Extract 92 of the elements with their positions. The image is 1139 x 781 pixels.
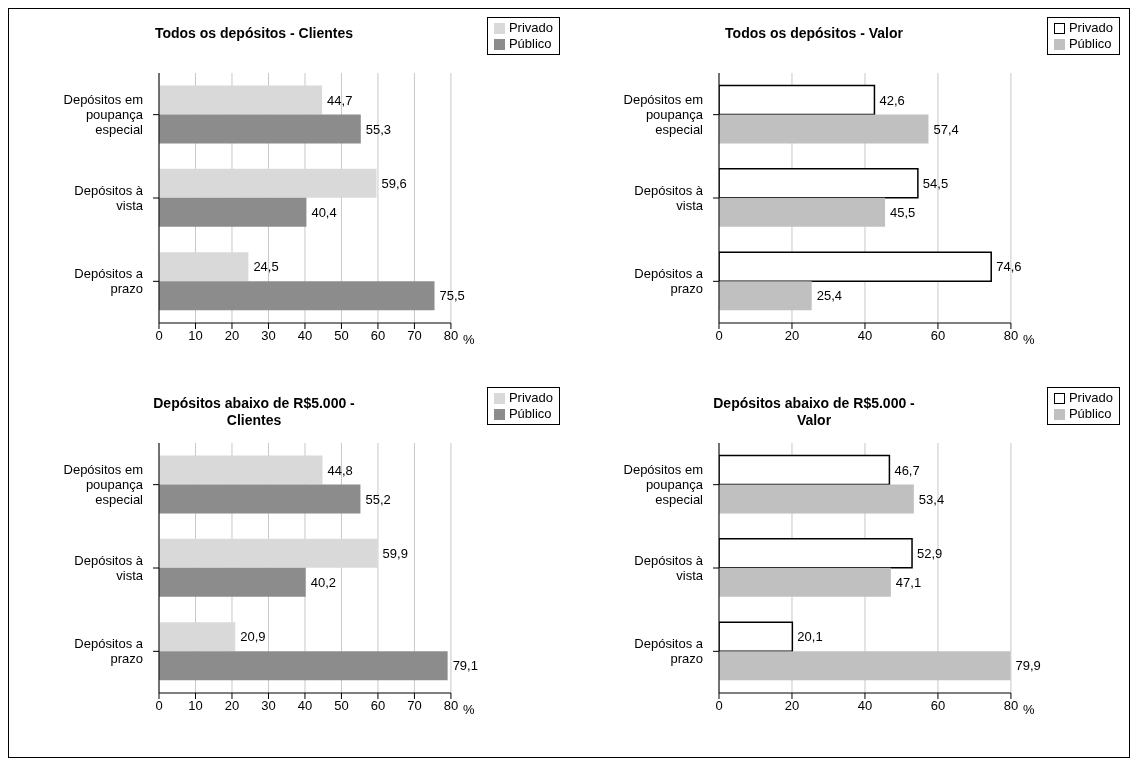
data-label: 79,9	[1015, 658, 1041, 674]
x-tick-label: 80	[1003, 328, 1019, 344]
data-label: 79,1	[452, 658, 478, 674]
y-tick-label: Depósitos em poupança especial	[623, 461, 704, 507]
data-label: 44,7	[327, 92, 353, 108]
y-tick-label: Depósitos a prazo	[634, 265, 704, 296]
data-label: 59,9	[382, 545, 408, 561]
bar	[159, 567, 306, 597]
x-tick-label: 80	[1003, 698, 1019, 714]
bar	[159, 281, 435, 311]
chart-title: Todos os depósitos - Clientes	[153, 25, 355, 42]
legend-label: Público	[1068, 406, 1112, 422]
data-label: 52,9	[917, 545, 943, 561]
x-tick-label: 10	[188, 698, 203, 714]
legend-label: Público	[508, 406, 552, 422]
bar	[159, 252, 249, 282]
x-tick-label: 50	[334, 328, 349, 344]
x-tick-label: 30	[261, 698, 276, 714]
bar	[159, 651, 448, 681]
data-label: 74,6	[996, 259, 1022, 275]
y-tick-label: Depósitos à vista	[634, 552, 704, 583]
y-tick-label: Depósitos à vista	[634, 182, 704, 213]
data-label: 75,5	[439, 288, 465, 304]
chart-title: Depósitos abaixo de R$5.000 - Clientes	[152, 395, 356, 429]
bar	[159, 538, 378, 568]
data-label: 54,5	[922, 175, 949, 191]
legend-label: Privado	[1068, 390, 1113, 406]
bar	[159, 197, 307, 227]
x-tick-label: 60	[370, 328, 386, 344]
data-label: 44,8	[327, 462, 353, 478]
data-label: 53,4	[918, 491, 945, 507]
data-label: 55,3	[365, 121, 392, 137]
x-tick-label: 40	[297, 328, 313, 344]
data-label: 59,6	[381, 175, 407, 191]
x-tick-label: 60	[930, 328, 946, 344]
x-axis-title: %	[1022, 701, 1035, 717]
y-tick-label: Depósitos em poupança especial	[623, 91, 704, 137]
data-label: 40,2	[310, 574, 336, 590]
bar	[159, 168, 377, 198]
y-tick-label: Depósitos a prazo	[74, 265, 144, 296]
x-tick-label: 60	[930, 698, 946, 714]
legend-label: Privado	[1068, 20, 1113, 36]
x-tick-label: 30	[261, 328, 276, 344]
x-tick-label: 20	[224, 328, 240, 344]
bar	[159, 622, 236, 652]
x-tick-label: 20	[224, 698, 240, 714]
data-label: 42,6	[879, 92, 905, 108]
x-tick-label: 0	[715, 698, 723, 714]
data-label: 57,4	[933, 121, 959, 137]
y-tick-label: Depósitos a prazo	[634, 635, 704, 666]
x-tick-label: 70	[407, 698, 422, 714]
bar	[159, 114, 361, 144]
x-tick-label: 80	[443, 328, 459, 344]
x-axis-title: %	[462, 701, 475, 717]
x-axis-title: %	[462, 331, 475, 347]
data-label: 25,4	[816, 288, 842, 304]
x-tick-label: 0	[155, 698, 163, 714]
legend-label: Público	[1068, 36, 1112, 52]
data-label: 40,4	[311, 204, 337, 220]
data-label: 47,1	[895, 574, 922, 590]
x-tick-label: 20	[784, 328, 800, 344]
x-tick-label: 20	[784, 698, 800, 714]
legend-label: Público	[508, 36, 552, 52]
x-tick-label: 50	[334, 698, 349, 714]
data-label: 45,5	[890, 204, 916, 220]
x-tick-label: 40	[857, 698, 873, 714]
x-tick-label: 80	[443, 698, 459, 714]
chart-title: Depósitos abaixo de R$5.000 - Valor	[712, 395, 916, 429]
chart-title: Todos os depósitos - Valor	[724, 25, 904, 42]
x-tick-label: 70	[407, 328, 422, 344]
x-axis-title: %	[1022, 331, 1035, 347]
y-tick-label: Depósitos em poupança especial	[63, 461, 144, 507]
x-tick-label: 40	[857, 328, 873, 344]
data-label: 55,2	[365, 491, 391, 507]
y-tick-label: Depósitos a prazo	[74, 635, 144, 666]
x-tick-label: 10	[188, 328, 203, 344]
legend-label: Privado	[508, 390, 553, 406]
data-label: 24,5	[253, 259, 279, 275]
y-tick-label: Depósitos à vista	[74, 182, 144, 213]
x-tick-label: 0	[155, 328, 163, 344]
legend-label: Privado	[508, 20, 553, 36]
x-tick-label: 40	[297, 698, 313, 714]
y-tick-label: Depósitos à vista	[74, 552, 144, 583]
data-label: 20,9	[240, 629, 266, 645]
x-tick-label: 60	[370, 698, 386, 714]
x-tick-label: 0	[715, 328, 723, 344]
bar	[159, 85, 323, 115]
y-tick-label: Depósitos em poupança especial	[63, 91, 144, 137]
bar	[159, 484, 361, 514]
bar	[159, 455, 323, 485]
data-label: 46,7	[894, 462, 920, 478]
data-label: 20,1	[797, 629, 823, 645]
